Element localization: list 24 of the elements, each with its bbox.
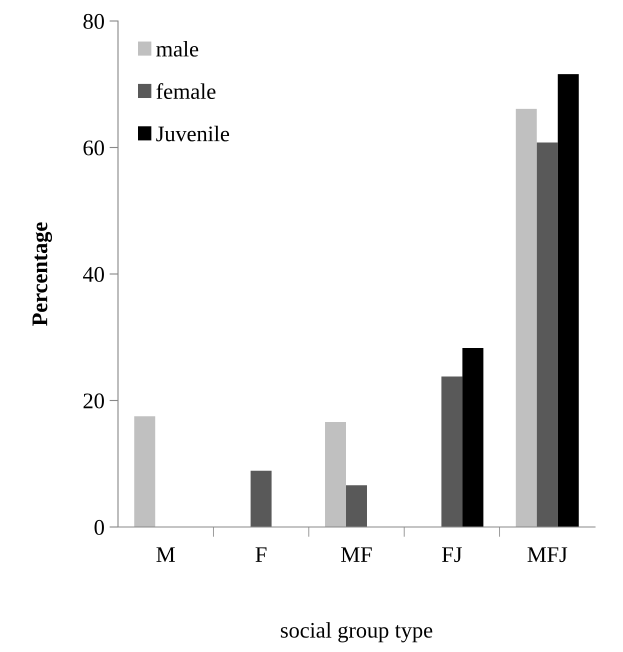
bar	[441, 376, 462, 527]
y-tick-label: 80	[83, 14, 104, 29]
y-tick-label: 60	[84, 140, 104, 156]
bar	[134, 416, 156, 527]
bar	[536, 142, 558, 527]
legend-label: female	[156, 83, 216, 100]
legend-label: male	[156, 41, 198, 57]
bar	[462, 348, 484, 527]
bar	[325, 422, 346, 527]
x-tick-label: M	[156, 547, 175, 562]
bar	[516, 108, 537, 527]
x-tick-label: MFJ	[528, 547, 568, 562]
x-tick-label: FJ	[442, 547, 462, 562]
bar	[346, 485, 367, 527]
x-tick-label: MF	[341, 547, 372, 562]
y-tick-label: 0	[94, 520, 104, 535]
bar	[250, 470, 272, 527]
x-tick-label: F	[256, 547, 266, 562]
y-tick-label: 40	[83, 266, 104, 282]
x-axis-title: social group type	[280, 622, 432, 642]
y-axis-title: Percentage	[32, 222, 52, 326]
legend-label: Juvenile	[156, 126, 230, 142]
bar	[558, 74, 579, 527]
y-tick-label: 20	[84, 393, 104, 408]
